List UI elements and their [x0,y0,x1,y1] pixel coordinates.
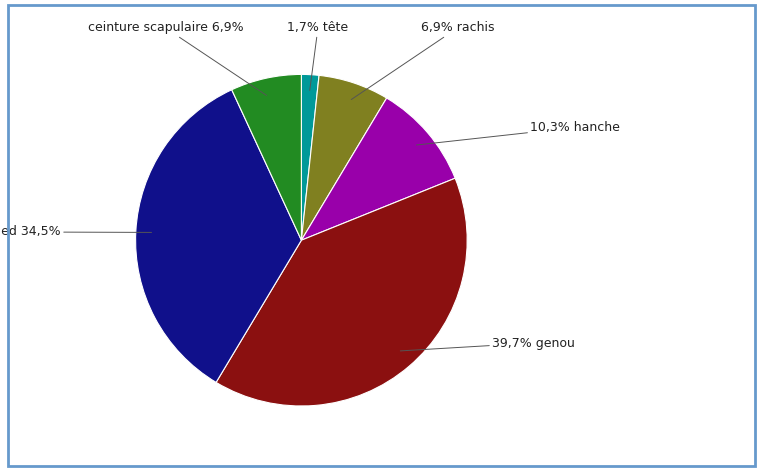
Wedge shape [232,74,301,240]
Wedge shape [136,90,301,382]
Text: 1,7% tête: 1,7% tête [288,22,349,90]
Wedge shape [301,75,387,240]
Text: 6,9% rachis: 6,9% rachis [351,22,494,99]
Text: cheville-pied 34,5%: cheville-pied 34,5% [0,226,152,238]
Wedge shape [301,74,319,240]
Text: 10,3% hanche: 10,3% hanche [417,121,620,145]
Text: 39,7% genou: 39,7% genou [401,336,575,351]
Text: ceinture scapulaire 6,9%: ceinture scapulaire 6,9% [88,22,266,96]
Wedge shape [301,98,456,240]
Wedge shape [216,178,467,406]
